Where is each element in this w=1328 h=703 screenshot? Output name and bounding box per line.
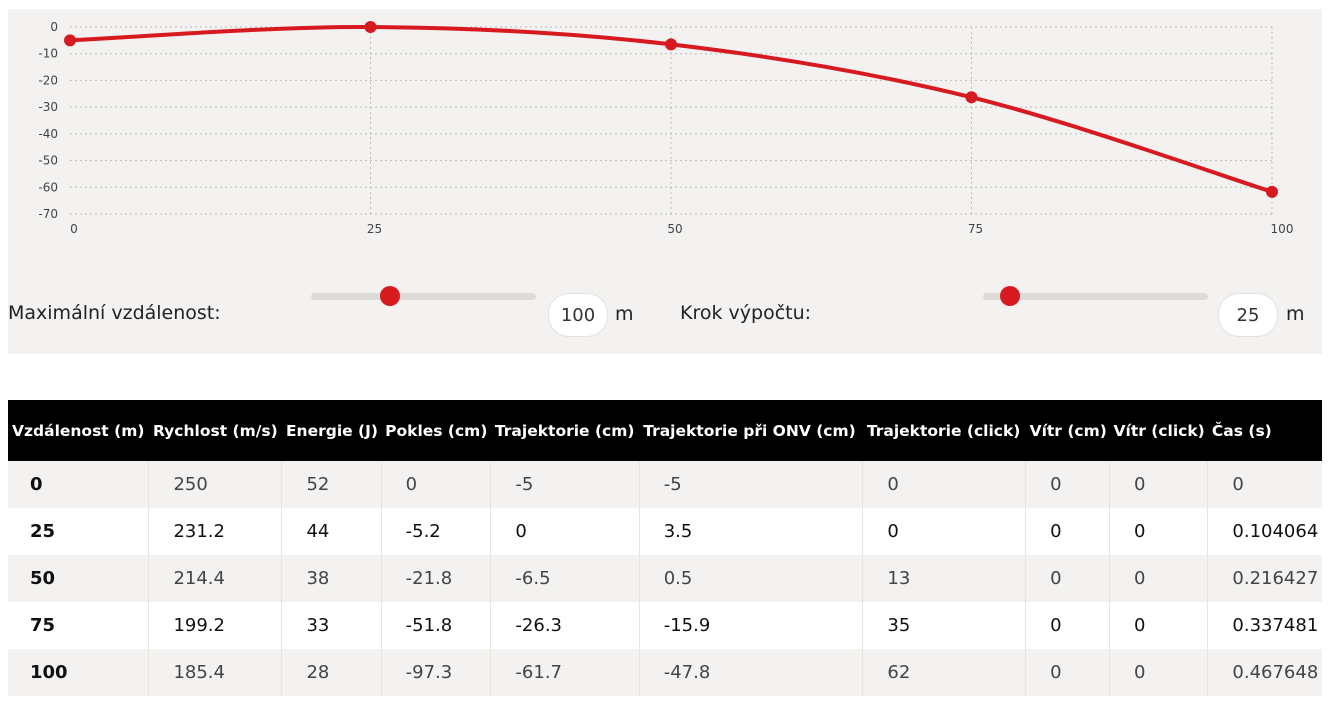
table-cell: 0	[490, 508, 640, 555]
table-header-row: Vzdálenost (m) Rychlost (m/s) Energie (J) P…	[8, 400, 1322, 461]
table-row: 0 250 52 0 -5 -5 0 0 0 0	[8, 461, 1322, 508]
max-distance-unit: m	[615, 303, 634, 325]
table-cell: -6.5	[490, 555, 640, 602]
table-cell: 214.4	[148, 555, 283, 602]
step-label: Krok výpočtu:	[680, 302, 812, 324]
table-row: 25 231.2 44 -5.2 0 3.5 0 0 0 0.104064	[8, 508, 1322, 555]
table-cell: 62	[862, 649, 1027, 696]
trajectory-point	[965, 91, 978, 104]
table-row: 75 199.2 33 -51.8 -26.3 -15.9 35 0 0 0.337481	[8, 602, 1322, 649]
table-cell: 44	[281, 508, 382, 555]
column-header: Vzdálenost (m)	[12, 421, 145, 440]
trajectory-point	[665, 38, 677, 51]
table-cell: 0.216427	[1232, 568, 1319, 589]
step-input[interactable]: 25	[1218, 293, 1278, 337]
table-cell: 50	[8, 555, 150, 602]
table-cell: 0	[1109, 555, 1209, 602]
table-cell: -5.2	[381, 508, 492, 555]
table-cell: 0	[1232, 474, 1244, 495]
max-distance-slider[interactable]	[311, 286, 536, 306]
y-tick-label: -20	[38, 73, 58, 87]
table-cell: -21.8	[381, 555, 492, 602]
table-cell: 0	[1109, 461, 1209, 508]
table-cell: 185.4	[148, 649, 283, 696]
table-cell: 0	[1109, 508, 1209, 555]
table-cell: -15.9	[639, 602, 864, 649]
table-cell: 0.104064	[1232, 521, 1319, 542]
table-cell: -47.8	[639, 649, 864, 696]
table-cell: 0	[862, 508, 1027, 555]
results-table: Vzdálenost (m) Rychlost (m/s) Energie (J) P…	[8, 400, 1322, 696]
trajectory-point	[64, 34, 76, 47]
table-cell: -5	[639, 461, 864, 508]
table-cell: 0.337481	[1232, 615, 1319, 636]
x-tick-label: 75	[968, 222, 983, 236]
column-header: Čas (s)	[1211, 421, 1272, 440]
y-tick-label: -30	[38, 100, 58, 114]
table-cell: 38	[281, 555, 382, 602]
table-cell: 13	[862, 555, 1027, 602]
y-tick-label: -40	[38, 127, 58, 141]
calculator-panel: 0 -10 -20 -30 -40 -50 -60 -70 0 25 50 75 100 Maximál…	[8, 9, 1322, 354]
table-cell: -61.7	[490, 649, 640, 696]
column-header: Rychlost (m/s)	[152, 421, 278, 440]
y-tick-label: -70	[38, 207, 58, 221]
y-tick-label: -10	[38, 47, 58, 61]
table-cell: -26.3	[490, 602, 640, 649]
table-body: 0 250 52 0 -5 -5 0 0 0 0 25 231.2 44 -5.2 0 3.5 0 0 0 0.104…	[8, 461, 1322, 696]
table-cell: -97.3	[381, 649, 492, 696]
column-header: Trajektorie (click)	[866, 421, 1021, 440]
table-cell: 0	[1109, 649, 1209, 696]
column-header: Pokles (cm)	[385, 421, 488, 440]
table-cell: 28	[281, 649, 382, 696]
step-unit: m	[1286, 303, 1305, 325]
trajectory-point	[1266, 185, 1278, 198]
table-cell: 0	[1025, 602, 1111, 649]
step-slider-thumb[interactable]	[1000, 286, 1020, 306]
max-distance-input[interactable]: 100	[548, 293, 608, 337]
table-cell: 0	[1025, 555, 1111, 602]
column-header: Vítr (click)	[1113, 421, 1205, 440]
table-row: 100 185.4 28 -97.3 -61.7 -47.8 62 0 0 0.467648	[8, 649, 1322, 696]
table-cell: 25	[8, 508, 150, 555]
table-cell: 0	[1109, 602, 1209, 649]
table-cell: 3.5	[639, 508, 864, 555]
table-cell: 52	[281, 461, 382, 508]
table-cell: 100	[8, 649, 150, 696]
trajectory-chart: 0 -10 -20 -30 -40 -50 -60 -70 0 25 50 75 100	[38, 20, 1294, 236]
table-cell: 0	[381, 461, 492, 508]
table-cell: 0	[1025, 649, 1111, 696]
table-cell: 33	[281, 602, 382, 649]
table-cell: 0.5	[639, 555, 864, 602]
table-cell: -51.8	[381, 602, 492, 649]
column-header: Vítr (cm)	[1029, 421, 1107, 440]
table-cell: 0	[862, 461, 1027, 508]
trajectory-point	[364, 21, 377, 33]
x-tick-label: 0	[70, 222, 78, 236]
table-cell: 250	[148, 461, 283, 508]
table-row: 50 214.4 38 -21.8 -6.5 0.5 13 0 0 0.216427	[8, 555, 1322, 602]
column-header: Trajektorie při ONV (cm)	[643, 421, 856, 440]
max-distance-slider-thumb[interactable]	[379, 286, 400, 306]
column-header: Trajektorie (cm)	[494, 421, 635, 440]
table-cell: -5	[490, 461, 640, 508]
table-cell: 0.467648	[1232, 662, 1319, 683]
table-cell: 75	[8, 602, 150, 649]
x-tick-label: 50	[667, 222, 682, 236]
table-cell: 35	[862, 602, 1027, 649]
step-slider[interactable]	[983, 286, 1208, 306]
y-tick-label: 0	[50, 20, 58, 34]
table-cell: 0	[1025, 461, 1111, 508]
table-cell: 199.2	[148, 602, 283, 649]
max-distance-label: Maximální vzdálenost:	[8, 302, 221, 324]
y-tick-label: -60	[38, 180, 58, 194]
table-cell: 0	[8, 461, 150, 508]
table-cell: 0	[1025, 508, 1111, 555]
x-tick-label: 100	[1271, 222, 1294, 236]
column-header: Energie (J)	[285, 421, 378, 440]
y-tick-label: -50	[38, 154, 58, 168]
table-cell: 231.2	[148, 508, 283, 555]
x-tick-label: 25	[367, 222, 382, 236]
